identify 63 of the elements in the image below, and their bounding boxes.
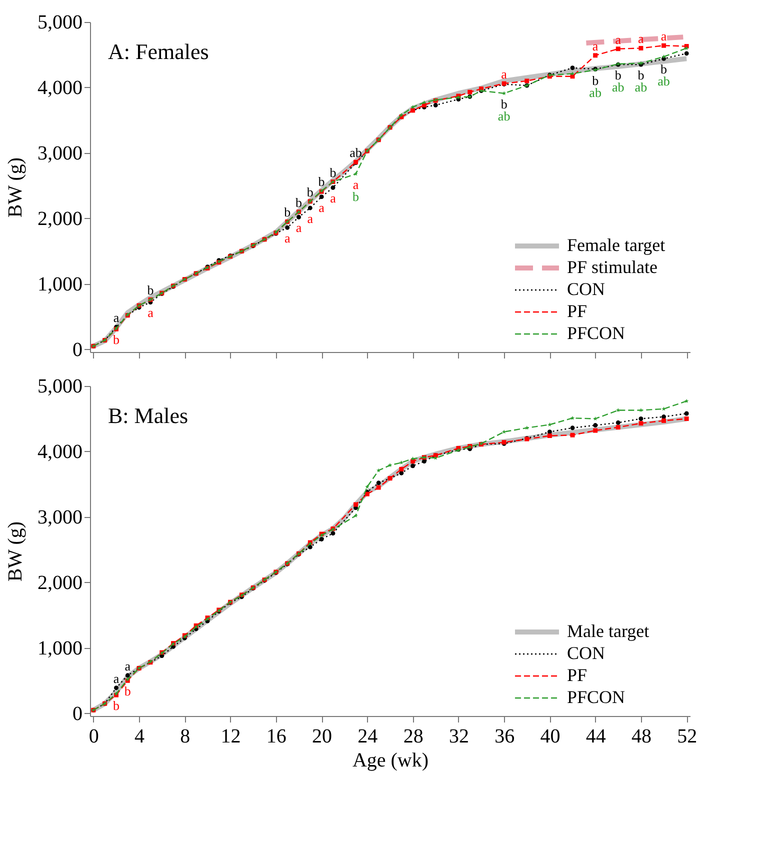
y-tick-label: 2,000: [38, 572, 82, 594]
annotation: b: [112, 332, 120, 348]
annotation: b: [330, 164, 336, 180]
annotation: b: [295, 194, 302, 210]
legend-label: PFCON: [567, 687, 626, 707]
annotation: ab: [350, 145, 362, 160]
y-tick-label: 2,000: [38, 208, 82, 230]
y-tick-label: 0: [72, 338, 82, 361]
x-tick-label: 4: [134, 726, 145, 748]
y-tick-label: 3,000: [38, 506, 82, 528]
annotation: b: [112, 698, 120, 714]
x-tick-label: 12: [220, 726, 241, 748]
y-tick-label: 4,000: [38, 440, 82, 463]
annotation: a: [113, 670, 120, 686]
x-axis-title: Age (wk): [352, 750, 429, 772]
legend-label: PF stimulate: [567, 257, 658, 277]
y-tick-label: 1,000: [38, 273, 82, 296]
y-axis-title: BW (g): [4, 157, 26, 218]
annotation: b: [124, 684, 131, 699]
x-tick-label: 36: [494, 726, 515, 748]
y-axis-title: BW (g): [4, 521, 26, 582]
text: A: Females: [108, 39, 209, 64]
annotation: a: [592, 38, 598, 54]
annotation: b: [284, 204, 291, 220]
x-tick-label: 28: [403, 726, 424, 748]
y-tick-label: 5,000: [38, 12, 82, 34]
annotation: a: [501, 66, 508, 82]
x-tick-label: 24: [358, 726, 378, 748]
legend-label: PF: [567, 665, 588, 685]
legend-label: PF: [567, 301, 588, 321]
x-tick-label: 32: [448, 726, 469, 748]
y-tick-label: 4,000: [38, 76, 82, 99]
y-tick-label: 3,000: [38, 142, 82, 164]
annotation: b: [318, 174, 325, 189]
y-tick-label: 5,000: [38, 376, 82, 398]
x-tick-label: 8: [180, 726, 190, 748]
annotation: a: [148, 305, 154, 320]
annotation: a: [330, 190, 336, 206]
y-tick-label: 0: [72, 702, 82, 725]
x-tick-label: 0: [88, 726, 99, 748]
legend-label: PFCON: [567, 323, 626, 343]
text: B: Males: [108, 403, 188, 428]
legend-label: CON: [567, 643, 606, 663]
annotation: a: [124, 658, 131, 674]
annotation: b: [147, 282, 154, 298]
annotation: a: [284, 230, 290, 246]
x-tick-label: 48: [631, 726, 652, 748]
annotation: b: [306, 184, 314, 200]
annotation: a: [660, 28, 667, 44]
x-tick-label: 44: [586, 726, 606, 748]
x-tick-label: 52: [677, 726, 698, 748]
y-tick-label: 1,000: [38, 637, 82, 660]
annotation: a: [296, 220, 302, 236]
legend-label: Female target: [567, 235, 666, 255]
x-tick-label: 20: [312, 726, 332, 748]
legend-label: CON: [567, 279, 606, 299]
annotation: a: [307, 210, 314, 226]
annotation: a: [638, 31, 644, 46]
x-tick-label: 40: [540, 726, 560, 748]
legend-label: Male target: [567, 621, 650, 641]
annotation: a: [113, 310, 120, 326]
x-tick-label: 16: [266, 726, 286, 748]
annotation: a: [318, 200, 325, 215]
